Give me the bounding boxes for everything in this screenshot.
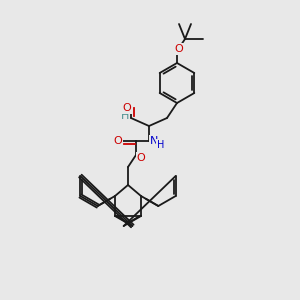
Text: O: O — [123, 103, 131, 113]
Text: N: N — [150, 136, 158, 146]
Text: O: O — [114, 136, 122, 146]
Text: H: H — [157, 140, 165, 150]
Text: H: H — [121, 111, 129, 121]
Text: O: O — [175, 44, 183, 54]
Text: O: O — [136, 153, 146, 163]
